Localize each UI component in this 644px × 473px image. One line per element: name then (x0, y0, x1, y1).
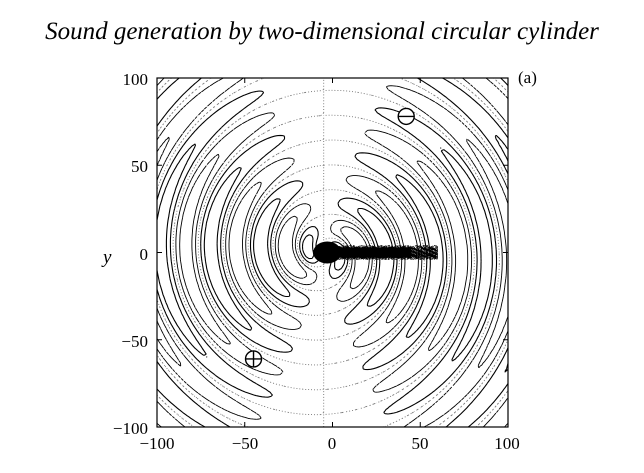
panel-label: (a) (518, 68, 537, 87)
contour-dashed (157, 136, 508, 369)
x-tick-label: 50 (411, 434, 429, 453)
x-tick-label: 0 (327, 434, 337, 453)
sign-markers (244, 107, 415, 368)
y-tick-label: 50 (131, 157, 148, 176)
contour-solid (157, 78, 508, 427)
contour-solid (157, 134, 508, 373)
plus-circle-marker (244, 350, 263, 368)
cylinder-near-field (313, 241, 342, 264)
contour-lines (157, 78, 508, 427)
y-tick-label: −50 (121, 332, 148, 351)
y-axis-label: y (103, 247, 112, 268)
wake-region (313, 241, 439, 264)
x-tick-label: 100 (494, 434, 520, 453)
contour-dashed (157, 78, 508, 427)
axis-ticks (156, 77, 509, 428)
contour-dotted (157, 78, 508, 427)
minus-circle-marker (397, 107, 415, 126)
x-tick-label: −100 (139, 434, 175, 453)
y-tick-label: 100 (122, 70, 149, 89)
page-header-title: Sound generation by two-dimensional circ… (45, 18, 599, 45)
y-tick-label: −100 (112, 419, 148, 438)
y-tick-label: 0 (139, 245, 149, 264)
wake-core (332, 247, 412, 258)
x-tick-label: −50 (231, 434, 259, 453)
